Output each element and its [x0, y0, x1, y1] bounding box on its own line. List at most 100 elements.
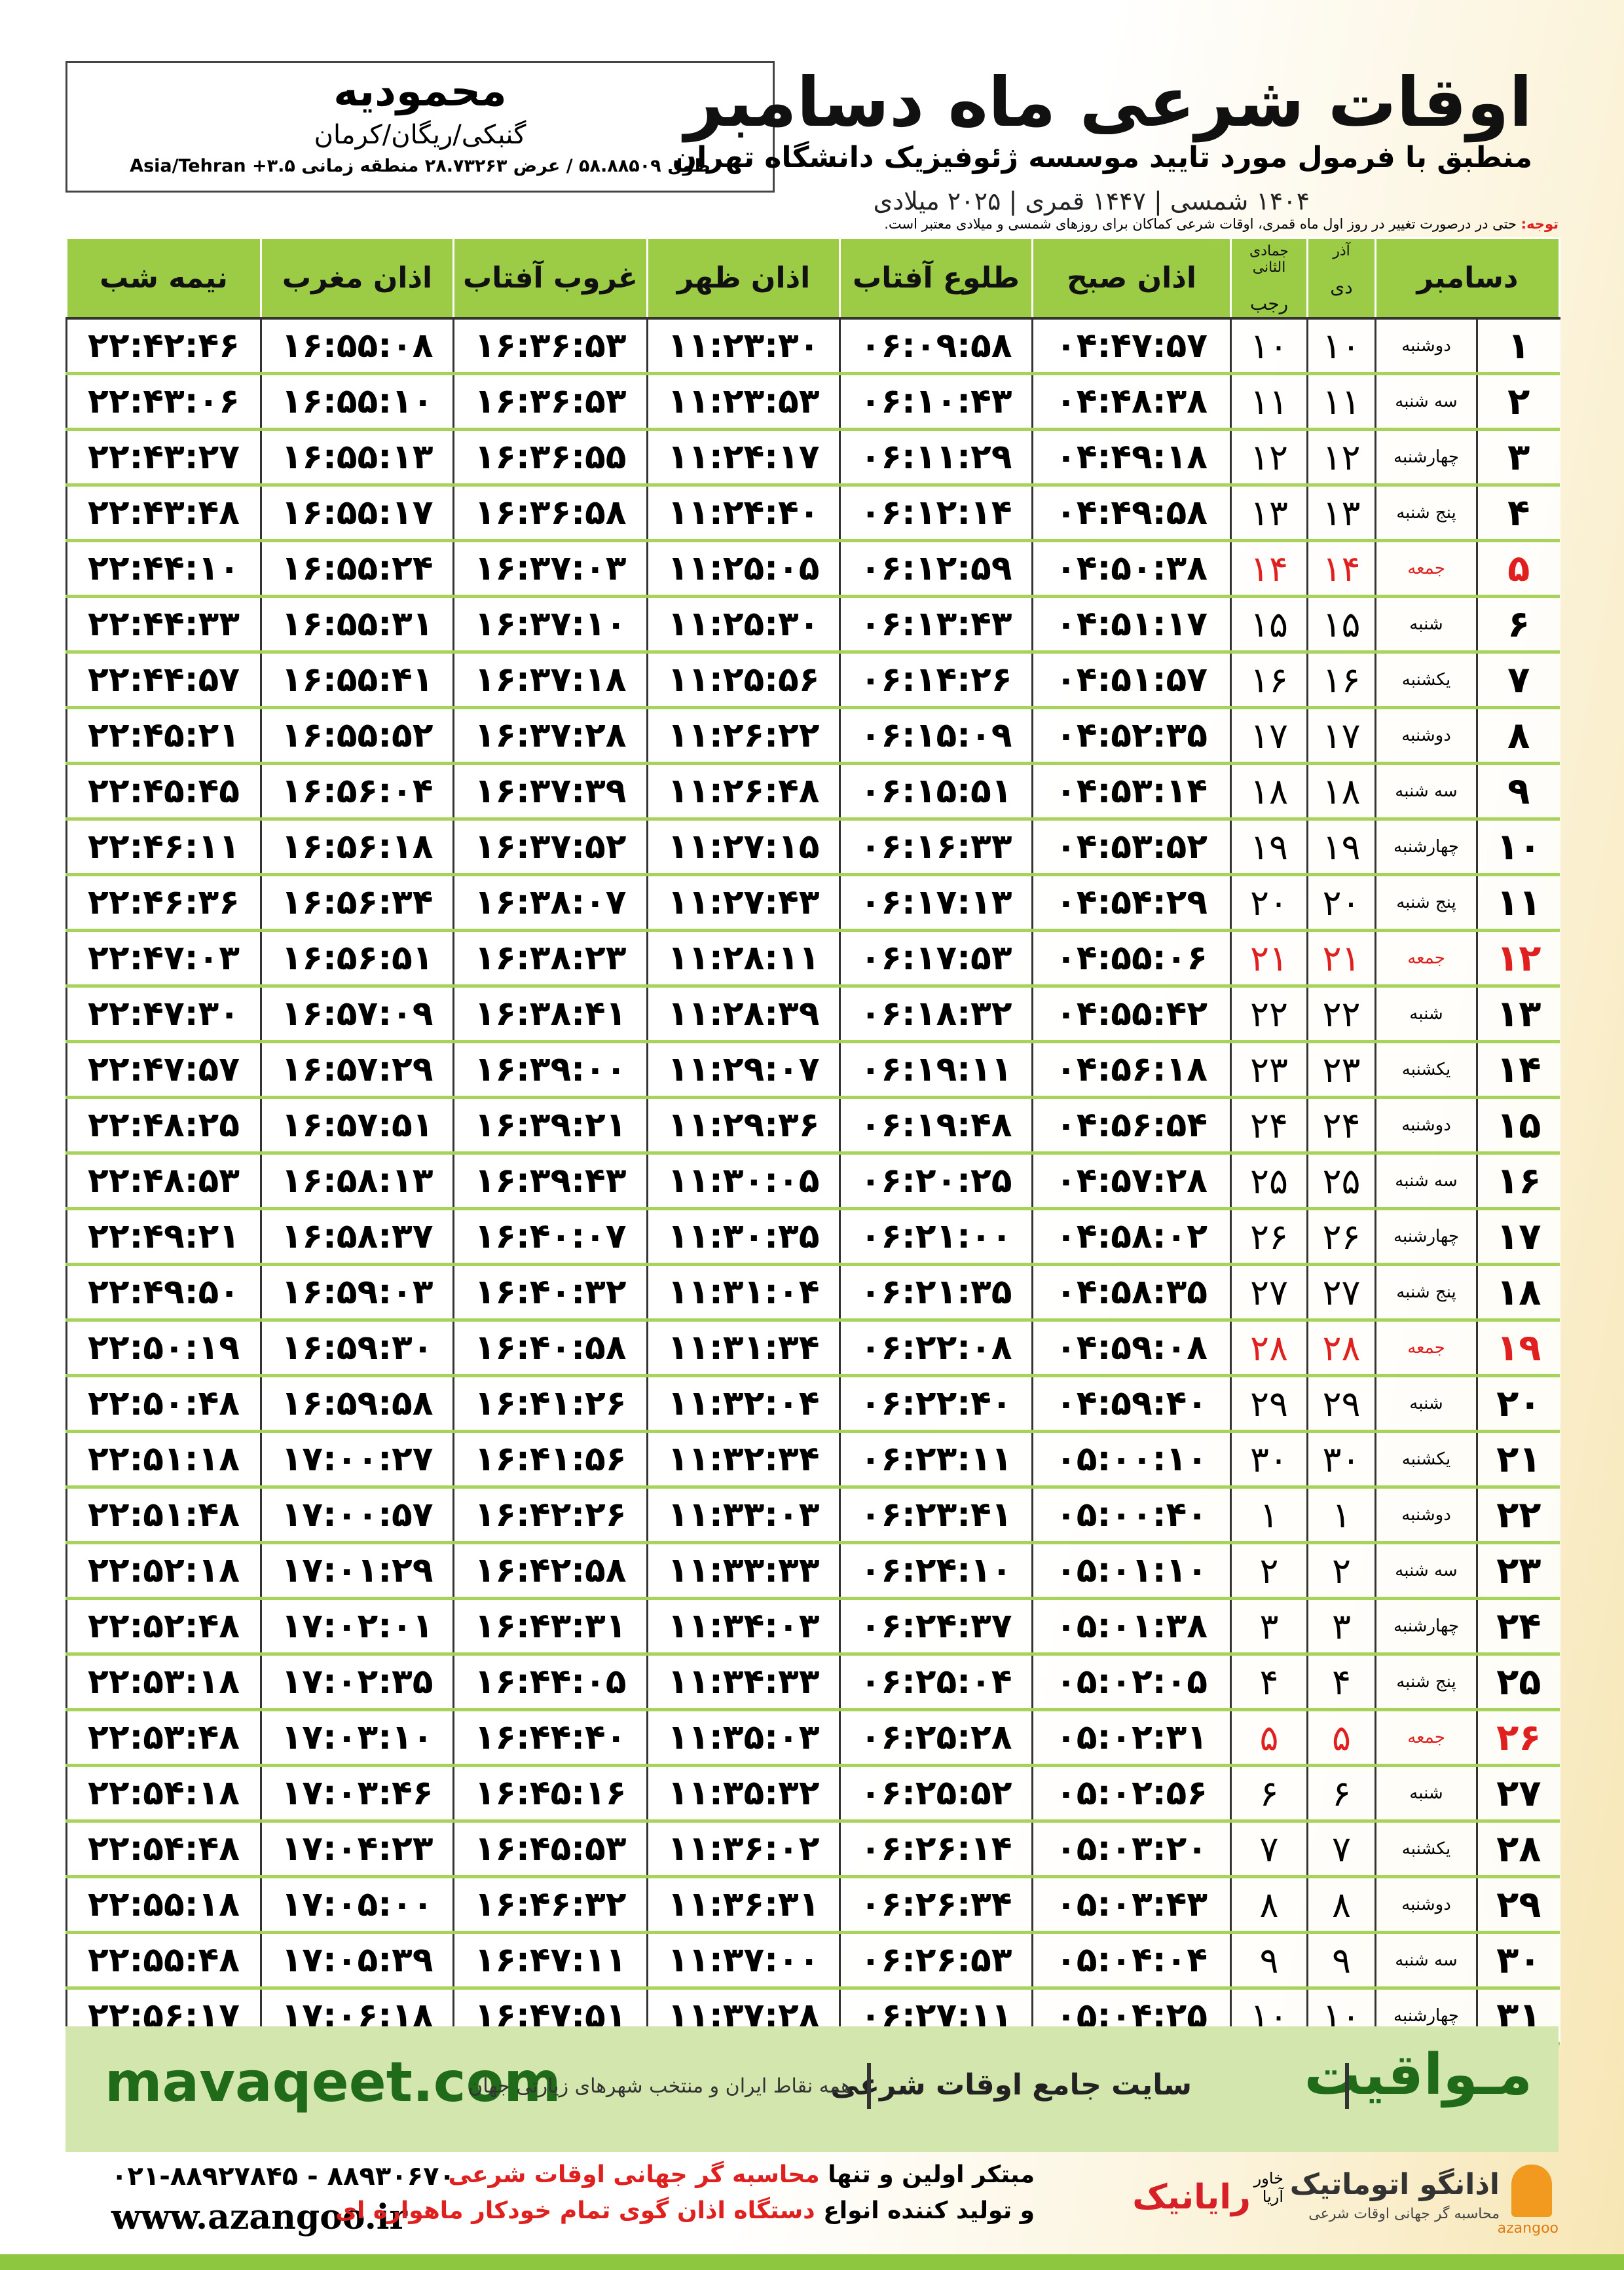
sunset: ۱۶:۳۶:۵۵ [474, 437, 627, 477]
maghrib-cell: ۱۶:۵۵:۱۳ [260, 429, 454, 487]
midnight: ۲۲:۴۷:۰۳ [87, 939, 240, 978]
weekday: دوشنبه [1401, 1115, 1451, 1135]
maghrib-cell: ۱۶:۵۵:۵۲ [260, 707, 454, 765]
dey-day-cell: ۲۹ [1306, 1375, 1376, 1433]
midnight-cell: ۲۲:۵۰:۴۸ [65, 1375, 261, 1433]
fajr-cell: ۰۴:۵۵:۰۶ [1031, 930, 1231, 988]
website: www.azangoo.ir [111, 2197, 407, 2237]
sunrise-cell: ۰۶:۱۹:۴۸ [839, 1097, 1033, 1155]
weekday: چهارشنبه [1393, 1227, 1459, 1246]
fajr: ۰۴:۵۲:۳۵ [1055, 716, 1208, 755]
dey-day: ۱۹ [1322, 826, 1361, 868]
dey-day: ۱۲ [1322, 436, 1361, 478]
dey-day: ۷ [1331, 1828, 1351, 1870]
sunset-cell: ۱۶:۴۶:۳۲ [452, 1876, 648, 1934]
weekday: سه شنبه [1395, 392, 1458, 411]
dhuhr-cell: ۱۱:۳۱:۳۴ [646, 1320, 840, 1377]
rajab-day-cell: ۱۶ [1230, 652, 1308, 709]
coordinates: طول ۵۸.۸۸۵۰۹ / عرض ۲۸.۷۳۲۶۳ منطقه زمانی … [130, 156, 710, 176]
rajab-day-cell: ۲۴ [1230, 1097, 1308, 1155]
dhuhr: ۱۱:۳۰:۳۵ [667, 1217, 820, 1256]
weekday-cell: جمعه [1374, 1709, 1477, 1767]
weekday-cell: چهارشنبه [1374, 429, 1477, 487]
weekday: دوشنبه [1401, 336, 1451, 356]
dey-day: ۲۹ [1322, 1383, 1361, 1424]
fajr: ۰۵:۰۳:۲۰ [1055, 1829, 1208, 1869]
maghrib: ۱۷:۰۲:۳۵ [281, 1662, 434, 1702]
column-header-top: جمادی الثانی [1249, 243, 1289, 276]
day-cell: ۳۰ [1476, 1932, 1560, 1990]
bottom-strip [0, 2254, 1624, 2270]
day-cell: ۷ [1476, 652, 1560, 709]
table-row: ۱۵ دوشنبه ۲۴ ۲۴ ۰۴:۵۶:۵۴ ۰۶:۱۹:۴۸ ۱۱:۲۹:۳۶ ۱۶:۳… [65, 1097, 1560, 1155]
sunset-cell: ۱۶:۳۷:۱۰ [452, 596, 648, 654]
maghrib: ۱۷:۰۲:۰۱ [281, 1607, 434, 1646]
dey-day: ۲۳ [1322, 1049, 1361, 1090]
dey-day-cell: ۷ [1306, 1821, 1376, 1878]
rajab-day: ۲ [1259, 1550, 1279, 1591]
sunrise-cell: ۰۶:۱۵:۵۱ [839, 763, 1033, 821]
day-cell: ۵ [1476, 540, 1560, 598]
fajr-cell: ۰۴:۵۴:۲۹ [1031, 874, 1231, 932]
sunset: ۱۶:۳۹:۴۳ [474, 1161, 627, 1200]
table-row: ۱۳ شنبه ۲۲ ۲۲ ۰۴:۵۵:۴۲ ۰۶:۱۸:۳۲ ۱۱:۲۸:۳۹ ۱۶:۳۸:… [65, 986, 1560, 1043]
weekday: دوشنبه [1401, 726, 1451, 745]
maghrib-cell: ۱۷:۰۴:۲۳ [260, 1821, 454, 1878]
sunset: ۱۶:۴۰:۵۸ [474, 1328, 627, 1368]
weekday-cell: شنبه [1374, 986, 1477, 1043]
fajr: ۰۴:۵۰:۳۸ [1055, 549, 1208, 588]
maghrib: ۱۷:۰۵:۰۰ [281, 1885, 434, 1924]
column-header: آذر دی [1306, 237, 1376, 320]
sunrise: ۰۶:۲۰:۲۵ [860, 1161, 1012, 1200]
fajr: ۰۴:۵۸:۰۲ [1055, 1217, 1208, 1256]
column-header: اذان صبح [1031, 237, 1232, 320]
day-cell: ۸ [1476, 707, 1560, 765]
sunrise: ۰۶:۱۰:۴۳ [860, 382, 1012, 421]
weekday-cell: سه شنبه [1374, 1542, 1477, 1600]
dhuhr: ۱۱:۳۷:۰۰ [667, 1941, 820, 1980]
sunset-cell: ۱۶:۴۴:۴۰ [452, 1709, 648, 1767]
column-header: طلوع آفتاب [839, 237, 1033, 320]
maghrib: ۱۶:۵۸:۳۷ [281, 1217, 434, 1256]
sunset-cell: ۱۶:۳۷:۳۹ [452, 763, 648, 821]
day: ۲۹ [1496, 1883, 1541, 1926]
rajab-day: ۳۰ [1249, 1438, 1288, 1480]
day: ۱۱ [1496, 881, 1541, 924]
rajab-day: ۹ [1259, 1939, 1279, 1981]
midnight: ۲۲:۴۹:۲۱ [87, 1217, 240, 1256]
sunset: ۱۶:۴۲:۲۶ [474, 1495, 627, 1535]
rajab-day: ۲۱ [1249, 937, 1288, 979]
dey-day-cell: ۵ [1306, 1709, 1376, 1767]
weekday-cell: یکشنبه [1374, 1431, 1477, 1489]
dey-day: ۱۰ [1322, 325, 1361, 367]
dhuhr-cell: ۱۱:۲۴:۴۰ [646, 485, 840, 542]
table-row: ۱۱ پنج شنبه ۲۰ ۲۰ ۰۴:۵۴:۲۹ ۰۶:۱۷:۱۳ ۱۱:۲۷:۴۳ ۱۶… [65, 874, 1560, 932]
dey-day-cell: ۲۱ [1306, 930, 1376, 988]
midnight: ۲۲:۵۱:۱۸ [87, 1440, 240, 1479]
sunrise: ۰۶:۲۶:۱۴ [860, 1829, 1012, 1869]
midnight-cell: ۲۲:۴۶:۳۶ [65, 874, 261, 932]
weekday-cell: پنج شنبه [1374, 1654, 1477, 1711]
rajab-day: ۱۲ [1249, 436, 1288, 478]
weekday: چهارشنبه [1393, 1616, 1459, 1636]
rajab-day-cell: ۲۹ [1230, 1375, 1308, 1433]
day-cell: ۲۵ [1476, 1654, 1560, 1711]
weekday: یکشنبه [1401, 1839, 1451, 1859]
fajr: ۰۴:۵۴:۲۹ [1055, 883, 1208, 922]
sunrise: ۰۶:۲۲:۰۸ [860, 1328, 1012, 1368]
weekday-cell: جمعه [1374, 1320, 1477, 1377]
dhuhr-cell: ۱۱:۲۳:۵۳ [646, 373, 840, 431]
brand: مـواقیت [1304, 2042, 1533, 2108]
maghrib: ۱۷:۰۳:۴۶ [281, 1774, 434, 1813]
midnight-cell: ۲۲:۵۰:۱۹ [65, 1320, 261, 1377]
rajab-day: ۲۷ [1249, 1271, 1288, 1313]
dey-day-cell: ۱۱ [1306, 373, 1376, 431]
maghrib: ۱۶:۵۶:۳۴ [281, 883, 434, 922]
rajab-day: ۱ [1259, 1494, 1279, 1536]
sunrise-cell: ۰۶:۱۵:۰۹ [839, 707, 1033, 765]
dey-day: ۳ [1331, 1605, 1351, 1647]
fajr: ۰۴:۵۹:۰۸ [1055, 1328, 1208, 1368]
maghrib-cell: ۱۷:۰۲:۰۱ [260, 1598, 454, 1656]
table-row: ۳ چهارشنبه ۱۲ ۱۲ ۰۴:۴۹:۱۸ ۰۶:۱۱:۲۹ ۱۱:۲۴:۱۷ ۱۶:… [65, 429, 1560, 487]
weekday: چهارشنبه [1393, 2006, 1459, 2026]
